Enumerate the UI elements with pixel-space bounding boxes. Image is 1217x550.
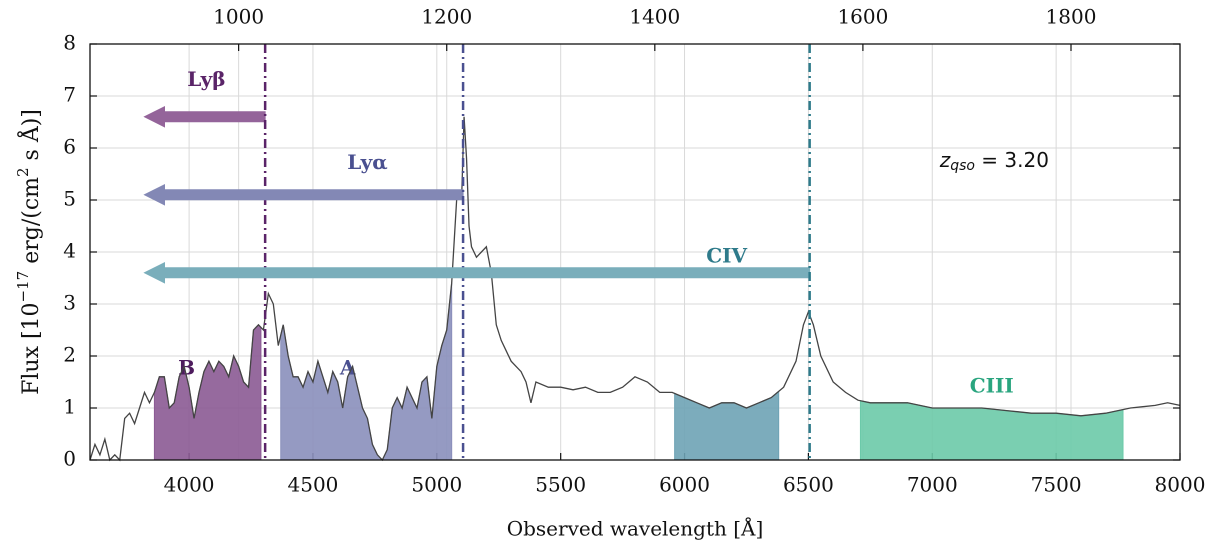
region-label: CIII	[970, 374, 1014, 398]
top-tick-label: 1200	[421, 5, 472, 29]
y-tick-label: 4	[63, 239, 76, 263]
y-tick-label: 0	[63, 447, 76, 471]
redshift-label: zqso = 3.20	[939, 148, 1049, 175]
y-tick-label: 1	[63, 395, 76, 419]
y-axis-label-part: 2	[14, 167, 32, 177]
y-tick-label: 8	[63, 31, 76, 55]
x-tick-label: 5500	[535, 473, 586, 497]
y-axis-label-part: −17	[14, 271, 32, 303]
region-label: B	[178, 356, 195, 380]
top-tick-label: 1000	[213, 5, 264, 29]
y-tick-label: 3	[63, 291, 76, 315]
x-tick-label: 7000	[907, 473, 958, 497]
arrow	[143, 105, 266, 128]
spectrum-line	[89, 116, 1181, 462]
line-label: CIV	[706, 244, 747, 268]
redshift-subscript: qso	[950, 158, 975, 174]
y-axis-label-part: s Å)]	[16, 109, 44, 167]
x-tick-label: 4500	[288, 473, 339, 497]
top-tick-label: 1400	[629, 5, 680, 29]
region	[153, 324, 262, 461]
y-tick-label: 7	[63, 83, 76, 107]
y-tick-label: 5	[63, 187, 76, 211]
line-label: Lyβ	[187, 67, 225, 91]
x-tick-label: 8000	[1155, 473, 1206, 497]
top-tick-label: 1600	[837, 5, 888, 29]
region-label: A	[339, 356, 356, 380]
y-axis-label-part: Flux [10	[19, 302, 44, 394]
x-tick-label: 6500	[783, 473, 834, 497]
x-tick-label: 6000	[659, 473, 710, 497]
plot-frame	[89, 43, 1181, 461]
x-tick-label: 4000	[164, 473, 215, 497]
y-axis-label-part: erg/(cm	[19, 177, 44, 271]
x-tick-label: 5000	[411, 473, 462, 497]
x-axis-label: Observed wavelength [Å]	[507, 516, 764, 541]
redshift-value: = 3.20	[975, 148, 1049, 172]
top-tick-label: 1800	[1046, 5, 1097, 29]
x-tick-label: 7500	[1031, 473, 1082, 497]
y-axis-label: Flux [10−17 erg/(cm2 s Å)]	[14, 109, 44, 395]
arrow	[143, 261, 811, 284]
line-label: Lyα	[347, 150, 387, 174]
y-tick-label: 2	[63, 343, 76, 367]
arrow	[143, 183, 464, 206]
redshift-symbol: z	[939, 148, 951, 172]
y-tick-label: 6	[63, 135, 76, 159]
region	[280, 283, 453, 461]
